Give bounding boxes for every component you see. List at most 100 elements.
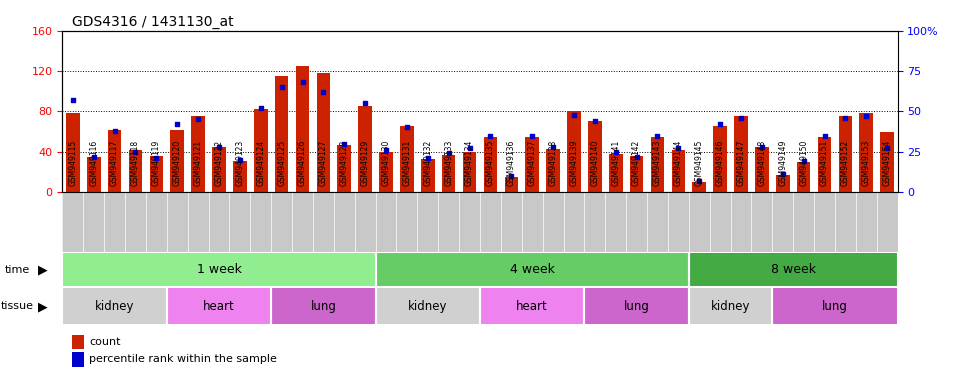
Bar [692, 182, 706, 192]
Bar [859, 113, 873, 192]
Bar [296, 66, 309, 192]
Point [733, 115, 749, 121]
Text: 1 week: 1 week [197, 263, 241, 276]
Bar [442, 155, 455, 192]
Point [524, 132, 540, 139]
Point [838, 115, 853, 121]
Point [128, 149, 143, 155]
Text: count: count [89, 337, 121, 347]
Bar [773, 288, 898, 324]
Point [170, 121, 185, 127]
Point [755, 144, 770, 150]
Point [879, 146, 895, 152]
Bar [254, 109, 268, 192]
Point [650, 132, 665, 139]
Bar [609, 154, 622, 192]
Bar [756, 147, 769, 192]
Bar [129, 150, 142, 192]
Text: percentile rank within the sample: percentile rank within the sample [89, 354, 277, 364]
Bar [588, 121, 602, 192]
Bar [484, 137, 497, 192]
Text: time: time [5, 265, 30, 275]
Bar [797, 162, 810, 192]
Text: GDS4316 / 1431130_at: GDS4316 / 1431130_at [72, 15, 233, 29]
Text: 8 week: 8 week [771, 263, 816, 276]
Point [86, 154, 102, 160]
Bar [421, 159, 435, 192]
Point [691, 178, 707, 184]
Bar [480, 288, 585, 324]
Bar [375, 288, 480, 324]
Point [357, 100, 372, 106]
Bar [880, 131, 894, 192]
Text: kidney: kidney [710, 300, 751, 313]
Bar [585, 288, 689, 324]
Bar [463, 152, 476, 192]
Bar [233, 161, 247, 192]
Point [190, 116, 205, 122]
Point [588, 118, 603, 124]
Point [712, 121, 728, 127]
Point [107, 127, 122, 134]
Bar [713, 126, 727, 192]
Bar [839, 116, 852, 192]
Bar [630, 156, 643, 192]
Bar [338, 145, 351, 192]
Bar [358, 106, 372, 192]
Bar [275, 76, 288, 192]
Point [775, 171, 790, 177]
Text: lung: lung [822, 300, 848, 313]
Point [608, 149, 623, 155]
Bar [108, 129, 121, 192]
Bar [689, 253, 898, 286]
Point [504, 173, 519, 179]
Point [399, 124, 415, 131]
Text: ▶: ▶ [38, 263, 48, 276]
Point [316, 89, 331, 95]
Point [253, 105, 269, 111]
Point [232, 157, 248, 163]
Point [817, 132, 832, 139]
Point [858, 113, 874, 119]
Point [671, 146, 686, 152]
Text: lung: lung [624, 300, 650, 313]
Bar [62, 288, 167, 324]
Text: lung: lung [310, 300, 336, 313]
Bar [272, 288, 375, 324]
Bar [567, 111, 581, 192]
Bar [167, 288, 272, 324]
Point [629, 154, 644, 160]
Point [378, 147, 394, 153]
Point [420, 155, 436, 161]
Bar [651, 137, 664, 192]
Bar [317, 73, 330, 192]
Point [462, 146, 477, 152]
Text: kidney: kidney [408, 300, 447, 313]
Bar [66, 113, 80, 192]
Bar [818, 137, 831, 192]
Bar [375, 253, 689, 286]
Text: heart: heart [204, 300, 235, 313]
Bar [689, 288, 772, 324]
Bar [546, 149, 560, 192]
Bar [62, 253, 375, 286]
Bar [525, 137, 539, 192]
Point [483, 132, 498, 139]
Bar [776, 175, 789, 192]
Bar [191, 116, 204, 192]
Text: kidney: kidney [95, 300, 134, 313]
Text: tissue: tissue [1, 301, 34, 311]
Point [295, 79, 310, 85]
Bar [672, 150, 685, 192]
Bar [87, 157, 101, 192]
Bar [171, 129, 184, 192]
Point [211, 144, 227, 150]
Text: heart: heart [516, 300, 548, 313]
Text: 4 week: 4 week [510, 263, 555, 276]
Bar [734, 116, 748, 192]
Point [441, 150, 456, 156]
Bar [150, 156, 163, 192]
Bar [212, 147, 226, 192]
Text: ▶: ▶ [38, 300, 48, 313]
Point [796, 158, 811, 164]
